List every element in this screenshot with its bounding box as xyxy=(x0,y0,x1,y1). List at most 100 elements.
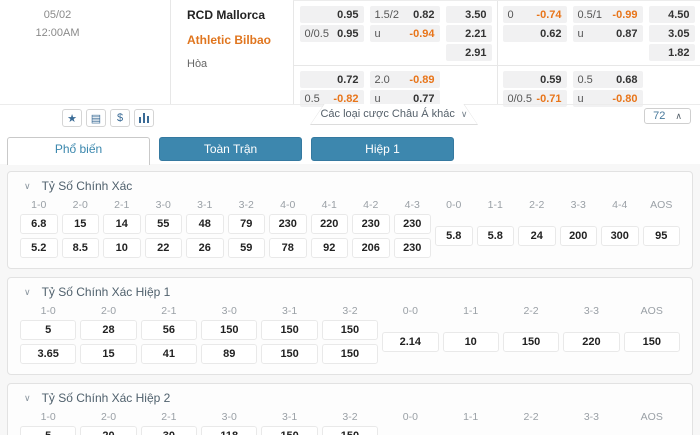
score-odds-cell[interactable]: 10 xyxy=(442,332,499,352)
odds-line-label: u xyxy=(577,27,584,40)
score-odds-cell[interactable]: 2.14 xyxy=(382,332,439,352)
score-cell-wrap: 2.14 xyxy=(382,318,439,366)
score-odds-cell[interactable]: 5 xyxy=(20,426,77,435)
score-odds-cell[interactable]: 56 xyxy=(140,320,198,340)
score-odds-cell[interactable]: 15 xyxy=(80,344,137,364)
score-odds-cell[interactable]: 59 xyxy=(227,238,265,258)
odds-cell[interactable]: 4.50 xyxy=(648,6,695,23)
odds-cell[interactable]: 2.21 xyxy=(445,25,492,42)
odds-cell[interactable]: 0.95 xyxy=(299,6,364,23)
tab-popular[interactable]: Phổ biến xyxy=(7,137,150,165)
score-odds-cell[interactable]: 6.8 xyxy=(20,214,58,234)
score-odds-cell[interactable]: 230 xyxy=(393,214,431,234)
score-odds-cell[interactable]: 14 xyxy=(103,214,141,234)
score-odds-cell[interactable]: 20 xyxy=(80,426,137,435)
odds-cell[interactable]: 3.50 xyxy=(445,6,492,23)
score-column-header: 1-0 xyxy=(40,305,56,317)
score-odds-cell[interactable]: 30 xyxy=(140,426,198,435)
score-odds-cell[interactable]: 150 xyxy=(321,344,379,364)
score-column-header: 3-3 xyxy=(583,305,599,317)
score-odds-cell[interactable]: 95 xyxy=(642,226,680,246)
score-odds-cell[interactable]: 206 xyxy=(352,238,390,258)
score-odds-cell[interactable]: 5 xyxy=(20,320,77,340)
score-odds-cell[interactable]: 118 xyxy=(201,426,258,435)
score-odds-cell[interactable]: 150 xyxy=(321,426,379,435)
score-column: 3-1150105 xyxy=(259,409,319,435)
score-odds-cell[interactable]: 15 xyxy=(61,214,99,234)
stats-chart-icon[interactable] xyxy=(134,109,154,127)
odds-home-main: 0.95 1.5/2 0.82 3.50 0/0.5 0.95 u -0.94 2.21 2.91 xyxy=(294,4,497,61)
odds-cell[interactable]: u -0.94 xyxy=(369,25,440,42)
odds-cell[interactable]: 0.5 -0.82 xyxy=(299,90,364,107)
odds-cell[interactable]: u 0.77 xyxy=(369,90,440,107)
score-odds-cell[interactable]: 89 xyxy=(201,344,258,364)
score-odds-cell[interactable]: 150 xyxy=(261,426,318,435)
score-odds-cell[interactable]: 5.8 xyxy=(476,226,514,246)
market-count-toggle[interactable]: 72 ∧ xyxy=(644,108,691,124)
score-column-header: 4-2 xyxy=(363,199,379,211)
score-odds-cell[interactable]: 150 xyxy=(201,320,258,340)
score-odds-cell[interactable]: 230 xyxy=(352,214,390,234)
score-odds-cell[interactable]: 300 xyxy=(601,226,639,246)
tab-full-match[interactable]: Toàn Trận xyxy=(159,137,302,161)
odds-cell[interactable]: 0/0.5 0.95 xyxy=(299,25,364,42)
odds-cell[interactable]: 1.5/2 0.82 xyxy=(369,6,440,23)
score-odds-cell[interactable]: 150 xyxy=(321,320,379,340)
favorite-star-icon[interactable]: ★ xyxy=(62,109,82,127)
score-cell-wrap: 5.8 xyxy=(435,212,473,260)
tab-first-half[interactable]: Hiệp 1 xyxy=(311,137,454,161)
dollar-icon[interactable]: $ xyxy=(110,109,130,127)
score-odds-cell[interactable]: 5.8 xyxy=(435,226,473,246)
odds-cell[interactable]: 0.62 xyxy=(502,25,567,42)
score-column-header: 4-0 xyxy=(280,199,296,211)
score-odds-cell[interactable]: 8.5 xyxy=(61,238,99,258)
odds-cell[interactable]: u 0.87 xyxy=(572,25,643,42)
score-odds-cell[interactable]: 22 xyxy=(144,238,182,258)
odds-cell[interactable]: 0.5/1 -0.99 xyxy=(572,6,643,23)
score-column-header: 2-1 xyxy=(161,411,177,423)
odds-cell[interactable]: 0 -0.74 xyxy=(502,6,567,23)
odds-cell[interactable]: 3.05 xyxy=(648,25,695,42)
score-odds-cell[interactable]: 10 xyxy=(103,238,141,258)
odds-cell[interactable]: 0.5 0.68 xyxy=(572,71,643,88)
odds-cell[interactable]: 2.0 -0.89 xyxy=(369,71,440,88)
score-odds-cell[interactable]: 220 xyxy=(563,332,620,352)
score-odds-cell[interactable]: 230 xyxy=(393,238,431,258)
score-column: 3-3150 xyxy=(561,409,621,435)
score-odds-cell[interactable]: 92 xyxy=(310,238,348,258)
score-odds-cell[interactable]: 150 xyxy=(623,332,680,352)
score-odds-cell[interactable]: 150 xyxy=(261,344,318,364)
score-odds-cell[interactable]: 79 xyxy=(227,214,265,234)
score-odds-cell[interactable]: 5.2 xyxy=(20,238,58,258)
chevron-down-icon[interactable]: ∨ xyxy=(24,392,31,403)
score-section-header: ∨ Tỷ Số Chính Xác xyxy=(18,176,682,197)
odds-cell[interactable]: 0.72 xyxy=(299,71,364,88)
score-odds-cell[interactable]: 24 xyxy=(518,226,556,246)
score-column: 1-1 5.8 xyxy=(475,197,517,260)
score-odds-cell[interactable]: 3.65 xyxy=(20,344,77,364)
odds-cell[interactable]: u -0.80 xyxy=(572,90,643,107)
score-odds-cell[interactable]: 220 xyxy=(310,214,348,234)
score-odds-cell[interactable]: 200 xyxy=(559,226,597,246)
score-odds-cell[interactable]: 28 xyxy=(80,320,137,340)
chevron-down-icon[interactable]: ∨ xyxy=(24,286,31,297)
score-odds-cell[interactable]: 230 xyxy=(269,214,307,234)
score-odds-cell[interactable]: 78 xyxy=(269,238,307,258)
teams-column: RCD Mallorca Athletic Bilbao Hòa xyxy=(170,0,293,104)
odds-cell[interactable]: 0.59 xyxy=(502,71,567,88)
betslip-icon[interactable]: ▤ xyxy=(86,109,106,127)
more-asian-bets-toggle[interactable]: Các loại cược Châu Á khác ∨ xyxy=(310,104,478,125)
score-odds-cell[interactable]: 55 xyxy=(144,214,182,234)
odds-cell[interactable]: 1.82 xyxy=(648,44,695,61)
score-odds-cell[interactable]: 150 xyxy=(261,320,318,340)
odds-cell[interactable]: 0/0.5 -0.71 xyxy=(502,90,567,107)
chevron-down-icon[interactable]: ∨ xyxy=(24,180,31,191)
odds-cell[interactable]: 2.91 xyxy=(445,44,492,61)
score-odds-cell[interactable]: 26 xyxy=(186,238,224,258)
score-odds-cell[interactable]: 48 xyxy=(186,214,224,234)
score-odds-cell[interactable]: 41 xyxy=(140,344,198,364)
score-odds-cell[interactable]: 150 xyxy=(502,332,560,352)
score-section-card: ∨ Tỷ Số Chính Xác Hiệp 1 1-0 5 3.65 2-0 28 15 2-… xyxy=(7,277,693,375)
